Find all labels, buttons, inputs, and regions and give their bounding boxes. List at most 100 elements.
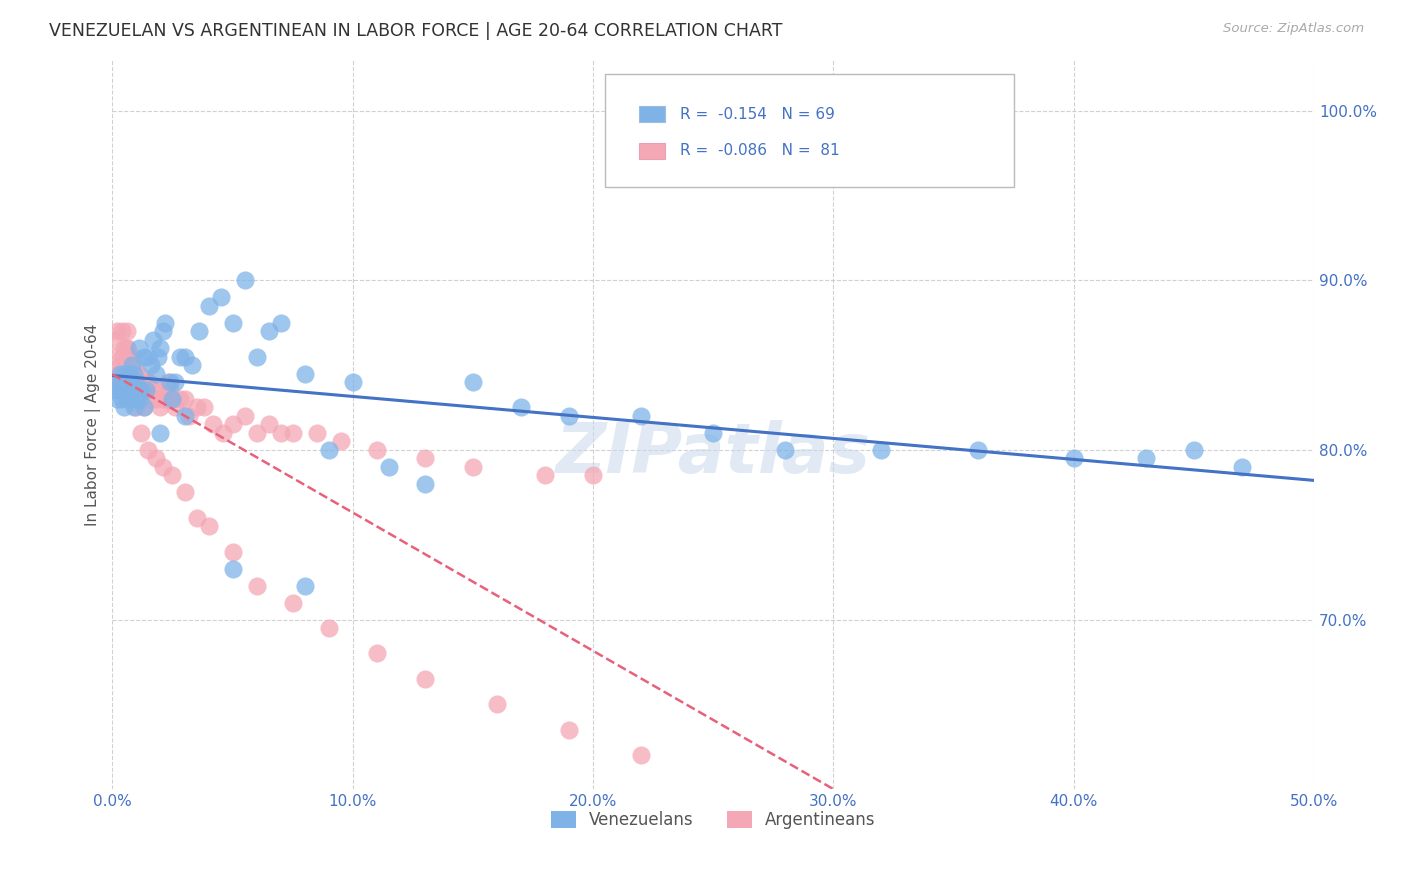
Point <box>111 324 134 338</box>
Point <box>121 384 143 398</box>
Point <box>461 375 484 389</box>
Text: Source: ZipAtlas.com: Source: ZipAtlas.com <box>1223 22 1364 36</box>
Point <box>246 579 269 593</box>
Point <box>118 367 141 381</box>
Point <box>128 375 150 389</box>
Point <box>966 442 988 457</box>
Point <box>138 442 160 457</box>
Point <box>129 384 152 398</box>
Point <box>173 392 195 406</box>
Point <box>257 417 280 432</box>
Point <box>702 425 724 440</box>
Point <box>163 375 186 389</box>
Point <box>122 358 145 372</box>
Text: ZIPatlas: ZIPatlas <box>555 420 870 487</box>
Point <box>129 375 152 389</box>
Point <box>558 409 581 423</box>
Point <box>125 375 148 389</box>
Point <box>221 544 243 558</box>
Point <box>105 324 128 338</box>
Point <box>413 451 436 466</box>
Point <box>132 401 155 415</box>
Point <box>149 341 172 355</box>
Point <box>870 442 893 457</box>
Point <box>163 401 186 415</box>
Point <box>180 358 202 372</box>
Point <box>121 375 143 389</box>
Point <box>534 468 557 483</box>
Point <box>105 367 128 381</box>
Point <box>145 392 167 406</box>
Point <box>128 367 150 381</box>
Point <box>281 425 304 440</box>
Point <box>233 273 256 287</box>
Point <box>197 519 219 533</box>
Point <box>155 316 177 330</box>
Point <box>318 442 340 457</box>
Point <box>142 384 165 398</box>
Point <box>221 316 243 330</box>
Point <box>112 375 135 389</box>
Point <box>132 401 155 415</box>
Point <box>145 451 167 466</box>
Point <box>413 672 436 686</box>
FancyBboxPatch shape <box>638 106 665 122</box>
Point <box>378 459 401 474</box>
Point <box>173 485 195 500</box>
Point <box>221 417 243 432</box>
Point <box>159 375 181 389</box>
Point <box>152 324 174 338</box>
Point <box>122 367 145 381</box>
Point <box>115 375 138 389</box>
Point <box>152 392 174 406</box>
Point <box>149 425 172 440</box>
Point <box>111 375 134 389</box>
Point <box>112 341 135 355</box>
Point <box>193 401 215 415</box>
Point <box>142 333 165 347</box>
Point <box>485 698 508 712</box>
Point <box>118 350 141 364</box>
Point <box>121 358 143 372</box>
Point <box>132 375 155 389</box>
Point <box>108 384 131 398</box>
Point <box>155 392 177 406</box>
Point <box>112 401 135 415</box>
Point <box>111 392 134 406</box>
Point <box>318 621 340 635</box>
Point <box>104 384 127 398</box>
Point <box>118 384 141 398</box>
Point <box>169 350 191 364</box>
Point <box>342 375 364 389</box>
Point <box>162 392 184 406</box>
Point <box>1230 459 1253 474</box>
Point <box>108 358 131 372</box>
Point <box>329 434 352 449</box>
Point <box>105 375 128 389</box>
Point <box>173 409 195 423</box>
Point <box>111 367 134 381</box>
Legend: Venezuelans, Argentineans: Venezuelans, Argentineans <box>544 804 883 836</box>
Point <box>112 384 135 398</box>
Point <box>209 290 232 304</box>
Point <box>145 367 167 381</box>
Point <box>294 367 316 381</box>
Point <box>558 723 581 737</box>
Point <box>270 316 292 330</box>
Point <box>187 324 209 338</box>
Point <box>197 299 219 313</box>
Point <box>108 367 131 381</box>
Point <box>125 367 148 381</box>
Point <box>582 468 605 483</box>
Point <box>221 561 243 575</box>
Point <box>281 596 304 610</box>
Point <box>149 401 172 415</box>
Point <box>270 425 292 440</box>
Point <box>186 510 208 524</box>
Point <box>129 384 152 398</box>
Point <box>121 350 143 364</box>
Point <box>366 647 388 661</box>
Point <box>112 367 135 381</box>
Point <box>233 409 256 423</box>
Point <box>129 425 152 440</box>
